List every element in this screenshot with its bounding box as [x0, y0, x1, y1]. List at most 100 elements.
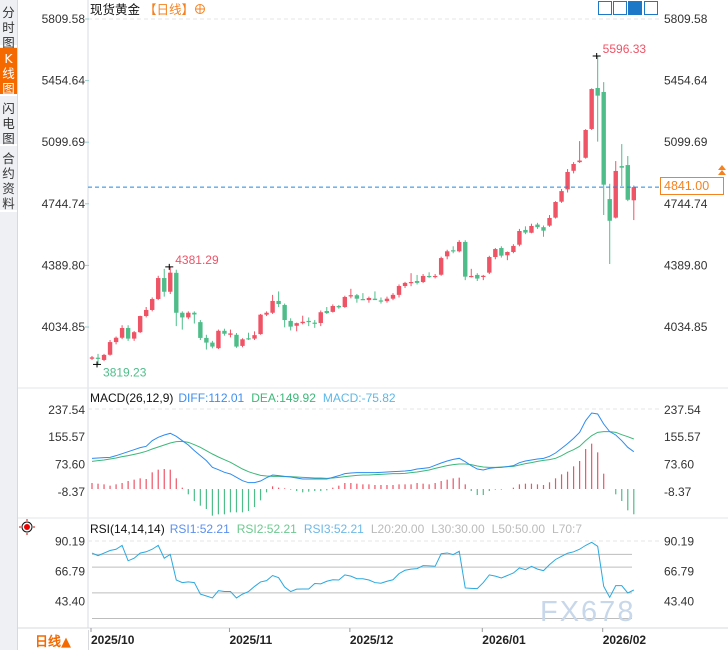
candle-body	[451, 250, 456, 252]
macd-dea-label: DEA:149.92	[251, 391, 316, 405]
current-price-label: 4841.00	[660, 177, 724, 195]
price-tick-left: 4389.80	[42, 258, 86, 272]
candle-body	[95, 357, 101, 359]
l70-label: L70:7	[552, 522, 582, 536]
candle-body	[107, 342, 113, 355]
candle-body	[186, 312, 191, 318]
macd-diff-label: DIFF:112.01	[178, 391, 244, 405]
candle	[222, 328, 227, 336]
candle	[390, 293, 396, 301]
candle	[613, 161, 618, 219]
candle-body	[481, 275, 486, 277]
candle	[360, 293, 366, 301]
candle-body	[366, 297, 372, 301]
candle-body	[432, 275, 438, 278]
price-tick-right: 5809.58	[664, 12, 708, 26]
candle	[631, 185, 636, 221]
candle-body	[324, 311, 329, 314]
candle	[354, 294, 360, 303]
candle-body	[174, 272, 179, 313]
candle-body	[125, 328, 131, 339]
range-select-icon[interactable]	[613, 1, 627, 15]
candle	[505, 251, 510, 261]
candle-body	[469, 275, 474, 278]
candle-body	[384, 298, 390, 302]
candle	[113, 336, 119, 345]
candle	[282, 303, 287, 328]
date-label: 2025/10	[91, 633, 135, 647]
candle-body	[583, 129, 588, 158]
candle	[523, 226, 528, 235]
candle-body	[390, 294, 396, 299]
candle-body	[101, 354, 107, 360]
candle	[384, 296, 390, 303]
candle	[541, 225, 546, 237]
l30-label: L30:30.00	[431, 522, 485, 536]
candle-body	[222, 330, 227, 334]
period-selector[interactable]: 日线▲	[18, 630, 89, 650]
rsi-settings-icon[interactable]	[19, 519, 35, 535]
candle	[300, 315, 305, 325]
candle-body	[457, 241, 462, 252]
exit-right-icon[interactable]	[644, 1, 658, 15]
candle	[143, 307, 149, 318]
candle	[162, 268, 167, 297]
tab-kline[interactable]: K线图	[0, 48, 17, 96]
candle	[475, 273, 480, 281]
crosshair-icon[interactable]	[598, 1, 612, 15]
candle-body	[505, 252, 510, 256]
candle-body	[192, 312, 197, 315]
candle-body	[162, 278, 167, 292]
circle-plus-icon[interactable]	[195, 4, 205, 14]
candle	[119, 325, 125, 340]
tab-flash[interactable]: 闪电图	[0, 98, 17, 146]
tab-timeshare[interactable]: 分时图	[0, 2, 17, 50]
candle-body	[336, 305, 342, 308]
candle	[210, 340, 215, 349]
rsi-title-text: RSI(14,14,14)	[90, 522, 165, 536]
candle-body	[276, 300, 281, 305]
watermark-logo: FX678	[540, 596, 635, 628]
candle	[264, 311, 269, 317]
candle	[150, 297, 155, 312]
candle	[131, 330, 137, 341]
candle	[306, 317, 311, 327]
play-forward-icon[interactable]	[628, 1, 642, 15]
candle-body	[318, 312, 323, 323]
candle	[481, 274, 486, 281]
candle	[318, 310, 323, 327]
candle-body	[348, 295, 354, 297]
date-label: 2026/02	[603, 633, 647, 647]
candle-body	[499, 248, 504, 256]
rsi-level-lines	[92, 553, 632, 619]
rsi-tick-left: 43.40	[55, 594, 85, 608]
tab-contract-info[interactable]: 合约资料	[0, 148, 17, 212]
candle	[330, 304, 335, 313]
candle	[95, 353, 101, 365]
price-tick-right: 5099.69	[664, 135, 708, 149]
price-alert-icon[interactable]	[718, 165, 726, 175]
candle-body	[156, 278, 161, 300]
local-high-label: 4381.29	[175, 253, 219, 267]
candle-body	[426, 275, 432, 278]
candle	[517, 228, 522, 247]
rsi-tick-right: 66.79	[664, 564, 694, 578]
candle	[535, 222, 540, 229]
candle	[240, 338, 245, 348]
candle	[438, 256, 444, 276]
candle	[402, 281, 408, 288]
candle	[174, 269, 179, 327]
candle	[451, 246, 456, 254]
candle-body	[180, 312, 185, 318]
candle	[571, 162, 576, 174]
candle	[547, 215, 552, 227]
candle-body	[282, 304, 287, 321]
candle-body	[234, 334, 239, 347]
candle-body	[119, 328, 125, 338]
rsi-tick-right: 90.19	[664, 534, 694, 548]
rsi-axis: 90.19 90.19 66.79 66.79 43.40 43.40	[55, 534, 694, 608]
candle-body	[438, 258, 444, 275]
candle	[246, 332, 251, 340]
candle	[463, 240, 468, 281]
